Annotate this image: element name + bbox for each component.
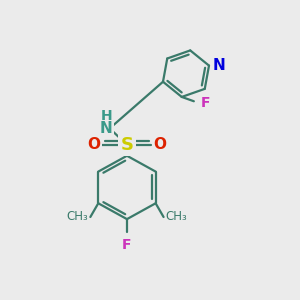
Text: F: F <box>200 96 210 110</box>
Text: S: S <box>121 136 134 154</box>
Text: CH₃: CH₃ <box>66 211 88 224</box>
Text: O: O <box>154 137 167 152</box>
Text: CH₃: CH₃ <box>166 211 188 224</box>
Text: H: H <box>100 109 112 123</box>
Text: O: O <box>87 137 100 152</box>
Text: F: F <box>122 238 132 252</box>
Text: N: N <box>212 58 225 73</box>
Text: N: N <box>100 121 112 136</box>
